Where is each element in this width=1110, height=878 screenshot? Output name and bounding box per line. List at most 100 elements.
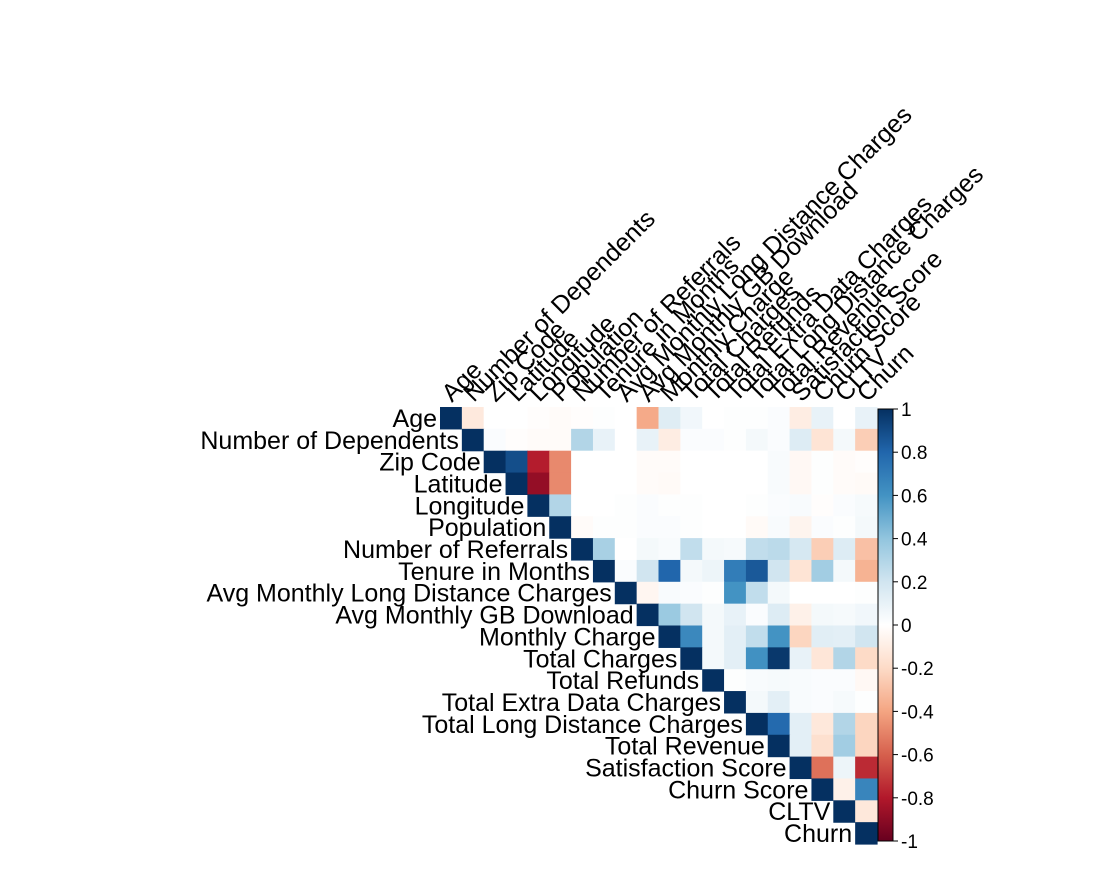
heatmap-cell-zip-code-x-total-extra-data-charges [724,450,747,474]
heatmap-cell-longitude-x-tenure-in-months [592,494,616,517]
colorbar-tick-label: -0.2 [901,659,934,680]
row-label-churn-score: Churn Score [668,776,808,804]
row-label-avg-monthly-long-distance-charges: Avg Monthly Long Distance Charges [206,580,611,608]
heatmap-cell-age-x-number-of-dependents [461,407,485,430]
row-label-avg-monthly-gb-download: Avg Monthly GB Download [335,602,633,630]
heatmap-cell-age-x-avg-monthly-long-distance-charges [614,407,638,430]
heatmap-cell-avg-monthly-gb-download-x-total-refunds [702,603,725,627]
row-label-latitude: Latitude [414,470,503,498]
heatmap-cell-total-charges-x-total-extra-data-charges [724,647,747,670]
heatmap-cell-avg-monthly-gb-download-x-churn-score [811,603,834,627]
heatmap-cell-number-of-dependents-x-cltv [833,428,856,452]
heatmap-cell-age-x-latitude [505,407,528,430]
heatmap-cell-total-charges-x-total-charges [680,647,703,670]
heatmap-cell-population-x-total-refunds [702,516,725,539]
row-label-total-revenue: Total Revenue [605,733,765,761]
heatmap-cell-number-of-dependents-x-tenure-in-months [592,428,616,452]
heatmap-cell-number-of-referrals-x-tenure-in-months [592,538,616,561]
heatmap-cell-latitude-x-satisfaction-score [789,472,813,495]
heatmap-cell-tenure-in-months-x-monthly-charge [658,559,681,583]
heatmap-cell-latitude-x-total-revenue [767,472,791,495]
colorbar-tick-label: 0.8 [901,443,927,464]
heatmap-cell-number-of-referrals-x-avg-monthly-gb-download [636,538,660,561]
heatmap-cell-number-of-dependents-x-churn-score [811,428,834,452]
heatmap-cell-zip-code-x-total-charges [680,450,703,474]
heatmap-cell-churn-score-x-churn [855,778,878,801]
heatmap-cell-zip-code-x-avg-monthly-long-distance-charges [614,450,638,474]
heatmap-cell-total-extra-data-charges-x-churn-score [811,691,834,714]
heatmap-cell-longitude-x-total-refunds [702,494,725,517]
heatmap-cell-total-extra-data-charges-x-total-extra-data-charges [724,691,747,714]
heatmap-cell-latitude-x-avg-monthly-gb-download [636,472,660,495]
row-label-total-long-distance-charges: Total Long Distance Charges [422,711,743,739]
heatmap-cell-number-of-referrals-x-monthly-charge [658,538,681,561]
heatmap-cell-tenure-in-months-x-total-charges [680,559,703,583]
heatmap-cell-tenure-in-months-x-churn [855,559,878,583]
heatmap-cell-age-x-cltv [833,407,856,430]
heatmap-cell-latitude-x-tenure-in-months [592,472,616,495]
heatmap-cell-total-long-distance-charges-x-cltv [833,712,856,736]
heatmap-cell-number-of-referrals-x-cltv [833,538,856,561]
heatmap-cell-number-of-referrals-x-avg-monthly-long-distance-charges [614,538,638,561]
heatmap-cell-number-of-dependents-x-satisfaction-score [789,428,813,452]
row-label-monthly-charge: Monthly Charge [479,623,655,651]
heatmap-cell-number-of-referrals-x-churn-score [811,538,834,561]
heatmap-cell-tenure-in-months-x-churn-score [811,559,834,583]
heatmap-cell-tenure-in-months-x-satisfaction-score [789,559,813,583]
heatmap-cell-avg-monthly-gb-download-x-total-extra-data-charges [724,603,747,627]
heatmap-cell-total-charges-x-total-revenue [767,647,791,670]
heatmap-cell-total-revenue-x-churn-score [811,734,834,758]
heatmap-cell-monthly-charge-x-total-extra-data-charges [724,625,747,648]
heatmap-cell-latitude-x-number-of-referrals [571,472,594,495]
row-label-longitude: Longitude [415,492,525,520]
heatmap-cell-number-of-dependents-x-monthly-charge [658,428,681,452]
heatmap-cell-latitude-x-latitude [505,472,528,495]
heatmap-cell-population-x-population [549,516,572,539]
row-label-age: Age [393,405,437,433]
heatmap-cell-tenure-in-months-x-avg-monthly-gb-download [636,559,660,583]
heatmap-cell-tenure-in-months-x-tenure-in-months [592,559,616,583]
heatmap-cell-monthly-charge-x-churn-score [811,625,834,648]
heatmap-cell-avg-monthly-gb-download-x-monthly-charge [658,603,681,627]
heatmap-cell-longitude-x-total-extra-data-charges [724,494,747,517]
heatmap-cell-avg-monthly-long-distance-charges-x-monthly-charge [658,581,681,605]
heatmap-cell-total-revenue-x-total-revenue [767,734,791,758]
heatmap-cell-longitude-x-total-long-distance-charges [745,494,769,517]
heatmap-cell-avg-monthly-long-distance-charges-x-avg-monthly-gb-download [636,581,660,605]
heatmap-cell-latitude-x-total-long-distance-charges [745,472,769,495]
heatmap-cell-number-of-referrals-x-churn [855,538,878,561]
heatmap-cell-population-x-avg-monthly-long-distance-charges [614,516,638,539]
row-label-total-charges: Total Charges [523,645,677,673]
heatmap-cell-population-x-churn-score [811,516,834,539]
row-label-satisfaction-score: Satisfaction Score [585,755,787,783]
heatmap-cell-number-of-dependents-x-avg-monthly-long-distance-charges [614,428,638,452]
heatmap-cell-number-of-referrals-x-number-of-referrals [571,538,594,561]
heatmap-cell-churn-score-x-churn-score [811,778,834,801]
row-label-population: Population [428,514,546,542]
heatmap-cell-satisfaction-score-x-churn-score [811,756,834,780]
heatmap-cell-satisfaction-score-x-churn [855,756,878,780]
heatmap-cell-avg-monthly-gb-download-x-cltv [833,603,856,627]
heatmap-cell-zip-code-x-avg-monthly-gb-download [636,450,660,474]
heatmap-cell-age-x-satisfaction-score [789,407,813,430]
heatmap-cell-age-x-monthly-charge [658,407,681,430]
heatmap-cell-churn-x-churn [855,822,878,845]
heatmap-cell-age-x-total-refunds [702,407,725,430]
heatmap-cell-number-of-referrals-x-total-charges [680,538,703,561]
heatmap-cell-longitude-x-cltv [833,494,856,517]
heatmap-cell-avg-monthly-long-distance-charges-x-avg-monthly-long-distance-charges [614,581,638,605]
heatmap-cell-avg-monthly-long-distance-charges-x-total-revenue [767,581,791,605]
heatmap-cell-latitude-x-total-charges [680,472,703,495]
heatmap-cell-number-of-referrals-x-satisfaction-score [789,538,813,561]
heatmap-cell-number-of-dependents-x-number-of-dependents [461,428,485,452]
colorbar-tick-label: -0.8 [901,789,934,810]
heatmap-cell-total-refunds-x-churn [855,669,878,692]
heatmap-cell-total-extra-data-charges-x-cltv [833,691,856,714]
heatmap-cell-number-of-dependents-x-churn [855,428,878,452]
heatmap-cell-zip-code-x-zip-code [483,450,507,474]
heatmap-cell-number-of-dependents-x-zip-code [483,428,507,452]
heatmap-cell-monthly-charge-x-total-revenue [767,625,791,648]
heatmap-cell-monthly-charge-x-total-refunds [702,625,725,648]
